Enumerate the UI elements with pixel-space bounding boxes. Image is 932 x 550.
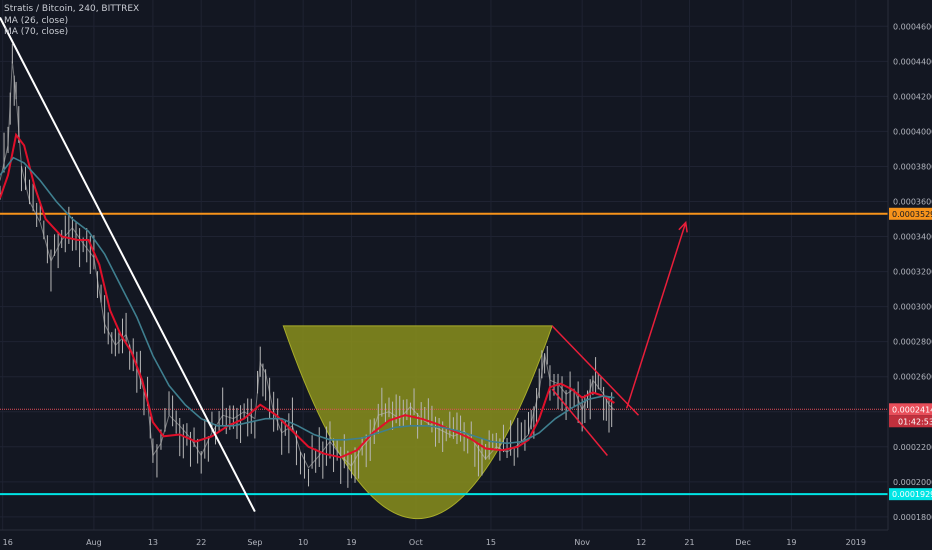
countdown-label-bg <box>889 415 932 428</box>
descending-trendline <box>0 17 256 513</box>
y-tick-label: 0.00018000 <box>893 513 932 522</box>
y-tick-label: 0.00022000 <box>893 443 932 452</box>
y-tick-label: 0.00040000 <box>893 127 932 136</box>
x-tick-label: 2019 <box>846 538 866 547</box>
time-axis[interactable]: 16 Aug 13 22 Sep 10 19 Oct 15 Nov 12 21 Dec 19 2019 <box>0 529 932 550</box>
x-tick-label: 19 <box>346 538 356 547</box>
y-tick-label: 0.00038000 <box>893 162 932 171</box>
x-tick-label: Oct <box>409 538 423 547</box>
projection-arrow-line <box>625 222 687 409</box>
y-tick-label: 0.00030000 <box>893 303 932 312</box>
ma-fast-legend[interactable]: MA (26, close) <box>4 15 69 26</box>
x-tick-label: Dec <box>735 538 750 547</box>
x-tick-label: Aug <box>86 538 102 547</box>
flag-lower-line <box>551 388 608 457</box>
moving-averages <box>0 132 615 459</box>
resistance-price-label-bg <box>889 207 932 220</box>
support-price-label-bg <box>889 488 932 501</box>
y-tick-label: 0.00036000 <box>893 197 932 206</box>
x-tick-label: Sep <box>247 538 262 547</box>
y-tick-label: 0.00020000 <box>893 478 932 487</box>
countdown-label: 01:42:53 <box>898 417 932 426</box>
y-tick-label: 0.00032000 <box>893 268 932 277</box>
support-price-label: 0.00019295 <box>892 490 932 499</box>
flag-upper-line <box>551 325 640 416</box>
drawings <box>0 17 688 513</box>
time-axis-bg <box>0 530 932 550</box>
current-price-label: 0.00024140 <box>892 405 932 414</box>
current-price-label-bg <box>889 403 932 416</box>
ma-26-line <box>0 132 615 459</box>
x-tick-label: Nov <box>574 538 590 547</box>
chart-legend: Stratis / Bitcoin, 240, BITTREX MA (26, … <box>4 4 139 39</box>
x-tick-label: 21 <box>684 538 694 547</box>
y-tick-label: 0.00044000 <box>893 57 932 66</box>
x-tick-label: 16 <box>3 538 13 547</box>
symbol-title[interactable]: Stratis / Bitcoin, 240, BITTREX <box>4 4 140 14</box>
x-tick-label: 22 <box>196 538 206 547</box>
x-tick-label: 15 <box>486 538 496 547</box>
x-tick-label: 12 <box>636 538 646 547</box>
y-tick-label: 0.00026000 <box>893 373 932 382</box>
resistance-price-label: 0.00035298 <box>892 210 932 219</box>
ma-slow-legend[interactable]: MA (70, close) <box>4 27 69 37</box>
y-tick-label: 0.00034000 <box>893 233 932 242</box>
price-line <box>0 61 615 469</box>
price-axis[interactable]: 0.00046000 0.00044000 0.00042000 0.00040000… <box>887 0 932 530</box>
x-tick-label: 10 <box>298 538 308 547</box>
y-tick-label: 0.00042000 <box>893 92 932 101</box>
y-tick-label: 0.00046000 <box>893 22 932 31</box>
price-series <box>0 43 615 488</box>
x-tick-label: 13 <box>148 538 158 547</box>
price-axis-bg <box>888 0 932 530</box>
y-tick-label: 0.00028000 <box>893 338 932 347</box>
arrowhead-icon <box>678 220 688 233</box>
x-tick-label: 19 <box>786 538 796 547</box>
ma-70-line <box>0 156 615 445</box>
